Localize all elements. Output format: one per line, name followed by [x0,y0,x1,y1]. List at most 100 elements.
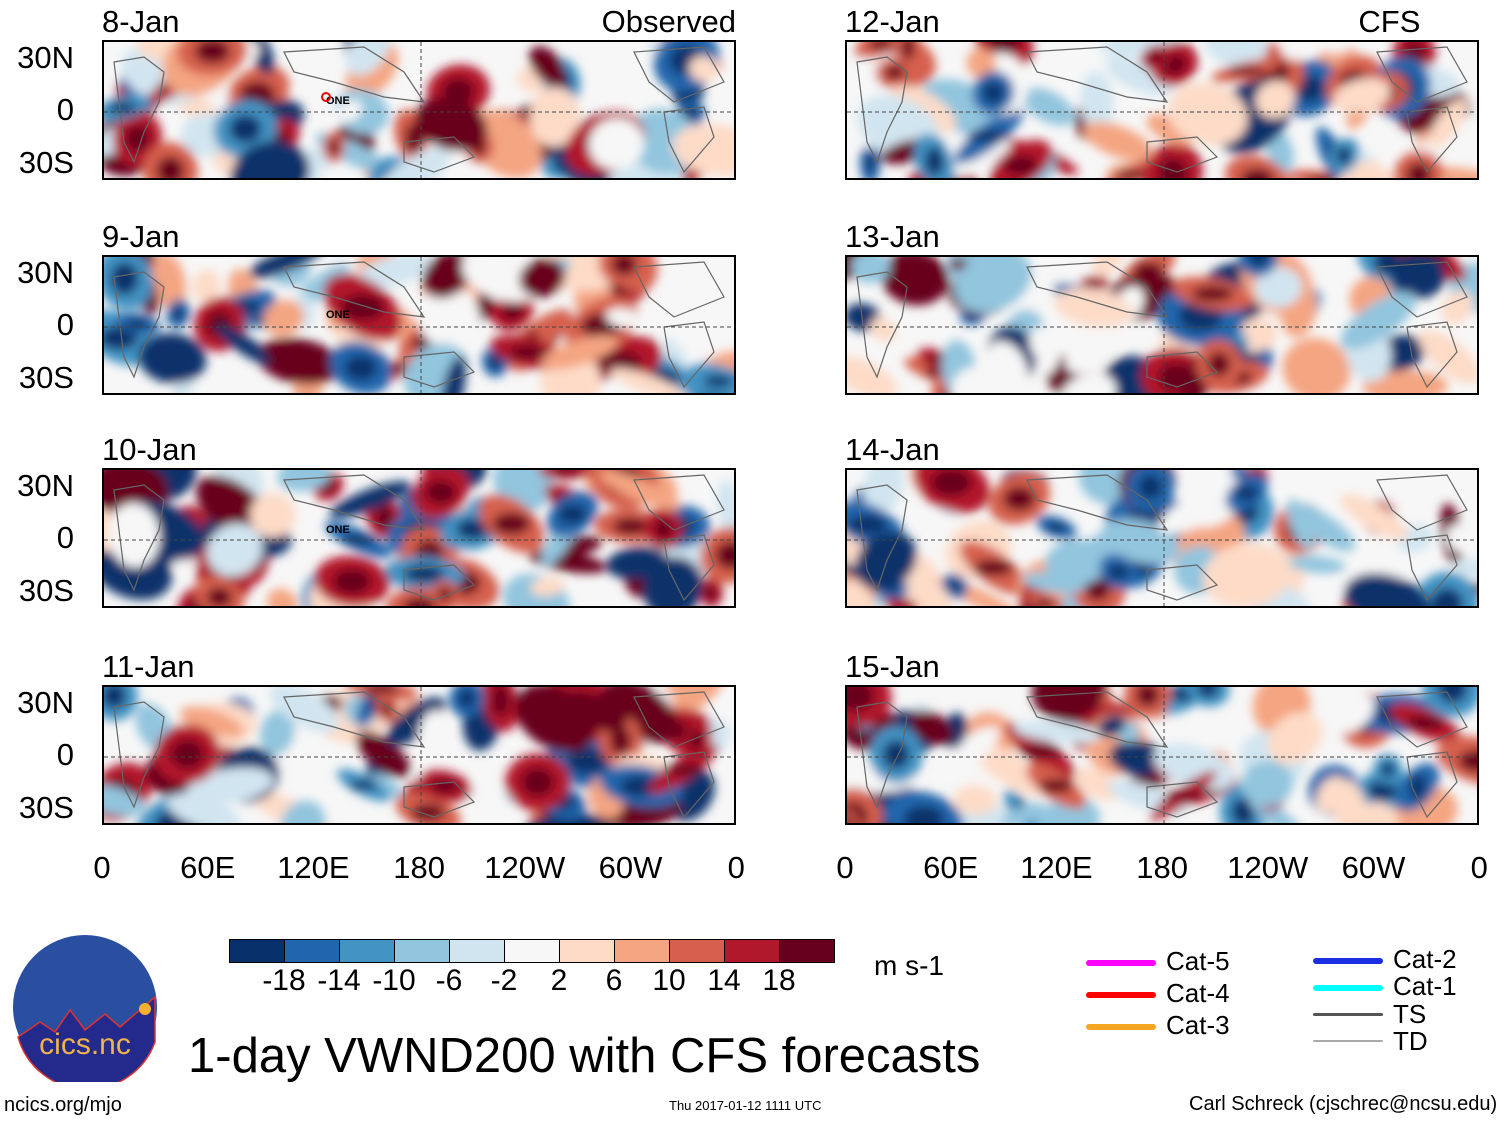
wind-anomaly-blob [1340,493,1408,541]
y-tick-label: 0 [56,92,74,127]
wind-anomaly-blob [1418,330,1477,385]
wind-core [1191,285,1234,302]
panel-date: 9-Jan [102,219,180,254]
wind-anomaly-blob [1334,160,1381,178]
wind-core [108,474,149,504]
wind-core [344,355,378,381]
coastline [663,321,715,389]
storm-label: ONE [326,309,350,321]
wind-core [1003,155,1039,176]
wind-core [1364,588,1410,606]
wind-anomaly-blob [277,470,332,492]
wind-core [170,739,204,769]
x-tick-label: 120E [1020,850,1093,885]
coastline [1026,261,1169,318]
wind-anomaly-blob [524,813,614,823]
legend-label: Cat-5 [1166,946,1230,976]
coastline [1406,751,1458,819]
colorbar-swatch [615,940,670,962]
wind-core [621,554,654,571]
legend-line [1313,985,1383,991]
coastline [1406,534,1458,602]
wind-anomaly-blob [1279,42,1312,61]
x-tick-label: 0 [1470,850,1488,885]
timestamp: Thu 2017-01-12 1111 UTC [669,1098,822,1113]
coastline [283,474,426,531]
legend-line [1086,992,1156,998]
coastline [283,261,426,318]
wind-anomaly-blob [1282,337,1351,393]
y-tick-label: 30N [17,40,74,75]
panel-date: 10-Jan [102,432,197,467]
coastline [1146,351,1219,388]
wind-anomaly-blob [1059,372,1117,393]
colorbar-label: 18 [762,964,796,997]
wind-core [1123,749,1154,767]
wind-core [1162,791,1204,800]
wind-anomaly-blob [269,687,340,733]
wind-anomaly-blob [192,269,221,303]
wind-anomaly-blob [1202,542,1291,606]
wind-anomaly-blob [870,317,897,342]
wind-anomaly-blob [418,710,445,745]
wind-anomaly-blob [355,257,433,289]
wind-anomaly-blob [847,355,898,393]
wind-core [1158,157,1188,178]
wind-core [973,559,1014,576]
wind-core [1135,687,1160,707]
wind-anomaly-blob [1168,82,1248,146]
wind-core [530,268,555,288]
coastline [1376,261,1468,318]
wind-core [1197,687,1219,698]
wind-core [1406,715,1444,730]
colorbar-swatch [450,940,505,962]
wind-anomaly-blob [151,257,187,310]
wind-anomaly-blob [1080,70,1114,134]
wind-anomaly-blob [280,800,326,823]
coastline [403,351,476,388]
wind-anomaly-blob [716,479,734,537]
wind-anomaly-blob [1013,720,1102,744]
legend-label: TD [1393,1026,1428,1056]
wind-core [425,480,457,504]
wind-core [609,726,632,756]
wind-anomaly-blob [932,726,1000,782]
wind-core [1234,485,1259,501]
wind-anomaly-blob [530,577,565,597]
legend-label: Cat-2 [1393,944,1457,974]
wind-anomaly-blob [1331,779,1369,823]
figure-title: 1-day VWND200 with CFS forecasts [188,1029,981,1083]
x-tick-label: 0 [93,850,111,885]
wind-anomaly-blob [915,586,953,606]
legend-line [1086,1024,1156,1030]
wind-core [847,816,854,823]
coastline [663,534,715,602]
wind-core [1458,749,1477,773]
coastline [283,691,426,748]
wind-core [402,597,436,606]
wind-anomaly-blob [371,773,402,799]
wind-core [433,264,461,286]
storm-track [321,92,331,102]
x-tick-label: 60W [598,850,663,885]
wind-anomaly-blob [847,580,875,606]
y-tick-label: 30S [18,360,74,395]
wind-anomaly-blob [1064,329,1119,374]
coastline [1026,691,1169,748]
wind-core [492,512,531,535]
wind-anomaly-blob [672,123,734,177]
map-panel [845,468,1479,608]
wind-core [703,375,734,387]
wind-core [1241,168,1274,178]
wind-anomaly-blob [104,784,146,817]
map-panel: ONE [102,255,736,395]
wind-core [501,302,524,321]
wind-core [404,565,445,583]
wind-anomaly-blob [950,366,999,393]
wind-core [662,763,704,775]
wind-core [348,780,379,791]
colorbar-label: -14 [317,964,361,997]
coastline [856,56,908,164]
wind-core [1380,761,1396,777]
coastline [113,271,165,379]
